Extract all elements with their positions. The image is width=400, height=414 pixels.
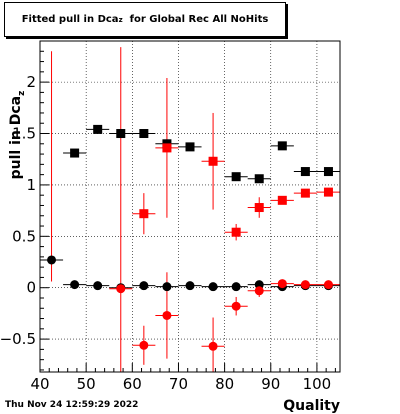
square-marker xyxy=(300,188,310,198)
square-marker xyxy=(93,124,103,134)
square-marker xyxy=(254,203,264,213)
square-marker xyxy=(300,167,310,177)
x-axis-title: Quality xyxy=(283,398,340,414)
data-markers xyxy=(47,124,333,351)
chart-title: Fitted pull in Dca z for Global Rec All N… xyxy=(4,2,286,37)
y-tick-label: 1 xyxy=(26,176,36,194)
chart-title-subscript: z xyxy=(118,15,123,24)
x-tick-label: 60 xyxy=(123,375,142,393)
y-tick-label: −0.5 xyxy=(0,330,36,348)
square-marker xyxy=(185,142,195,152)
circle-marker xyxy=(323,280,333,290)
circle-marker xyxy=(116,284,126,294)
square-marker xyxy=(231,227,241,237)
square-marker xyxy=(323,187,333,197)
plot-frame xyxy=(39,40,341,373)
circle-marker xyxy=(139,340,149,350)
timestamp-footer: Thu Nov 24 12:59:29 2022 xyxy=(5,400,139,410)
square-marker xyxy=(277,141,287,151)
y-axis-title: pull in Dcaz xyxy=(8,91,27,180)
y-tick-label: 2 xyxy=(26,73,36,91)
square-marker xyxy=(254,174,264,184)
x-tick-label: 50 xyxy=(77,375,96,393)
chart-title-prefix: Fitted pull in Dca xyxy=(21,14,119,25)
square-marker xyxy=(231,172,241,182)
x-tick-label: 90 xyxy=(261,375,280,393)
square-marker xyxy=(277,195,287,205)
y-tick-label: 0.5 xyxy=(12,227,36,245)
circle-marker xyxy=(70,280,80,290)
circle-marker xyxy=(93,281,103,291)
square-marker xyxy=(162,143,172,153)
circle-marker xyxy=(231,301,241,311)
y-axis-title-sub: z xyxy=(17,91,27,96)
chart-title-suffix: for Global Rec All NoHits xyxy=(122,14,269,25)
x-tick-label: 70 xyxy=(169,375,188,393)
circle-marker xyxy=(208,282,218,292)
circle-marker xyxy=(139,281,149,291)
x-tick-label: 80 xyxy=(215,375,234,393)
circle-marker xyxy=(231,282,241,292)
square-marker xyxy=(139,209,149,219)
circle-marker xyxy=(162,282,172,292)
square-marker xyxy=(116,129,126,139)
circle-marker xyxy=(254,286,264,296)
square-marker xyxy=(139,129,149,139)
circle-marker xyxy=(162,310,172,320)
y-tick-label: 1.5 xyxy=(12,125,36,143)
square-marker xyxy=(323,167,333,177)
circle-marker xyxy=(300,280,310,290)
grid-lines xyxy=(39,41,340,372)
circle-marker xyxy=(47,255,57,265)
circle-marker xyxy=(254,280,264,290)
circle-marker xyxy=(185,281,195,291)
square-marker xyxy=(70,148,80,158)
axis-ticks: 40 50 60 70 80 90 100 −0.5 0 0.5 1 1.5 2 xyxy=(0,50,336,393)
error-bars xyxy=(40,47,340,372)
circle-marker xyxy=(208,341,218,351)
square-marker xyxy=(208,156,218,166)
y-axis-title-main: pull in Dca xyxy=(8,96,24,179)
y-tick-label: 0 xyxy=(26,279,36,297)
x-tick-label: 100 xyxy=(303,375,332,393)
x-tick-label: 40 xyxy=(30,375,49,393)
circle-marker xyxy=(277,279,287,289)
